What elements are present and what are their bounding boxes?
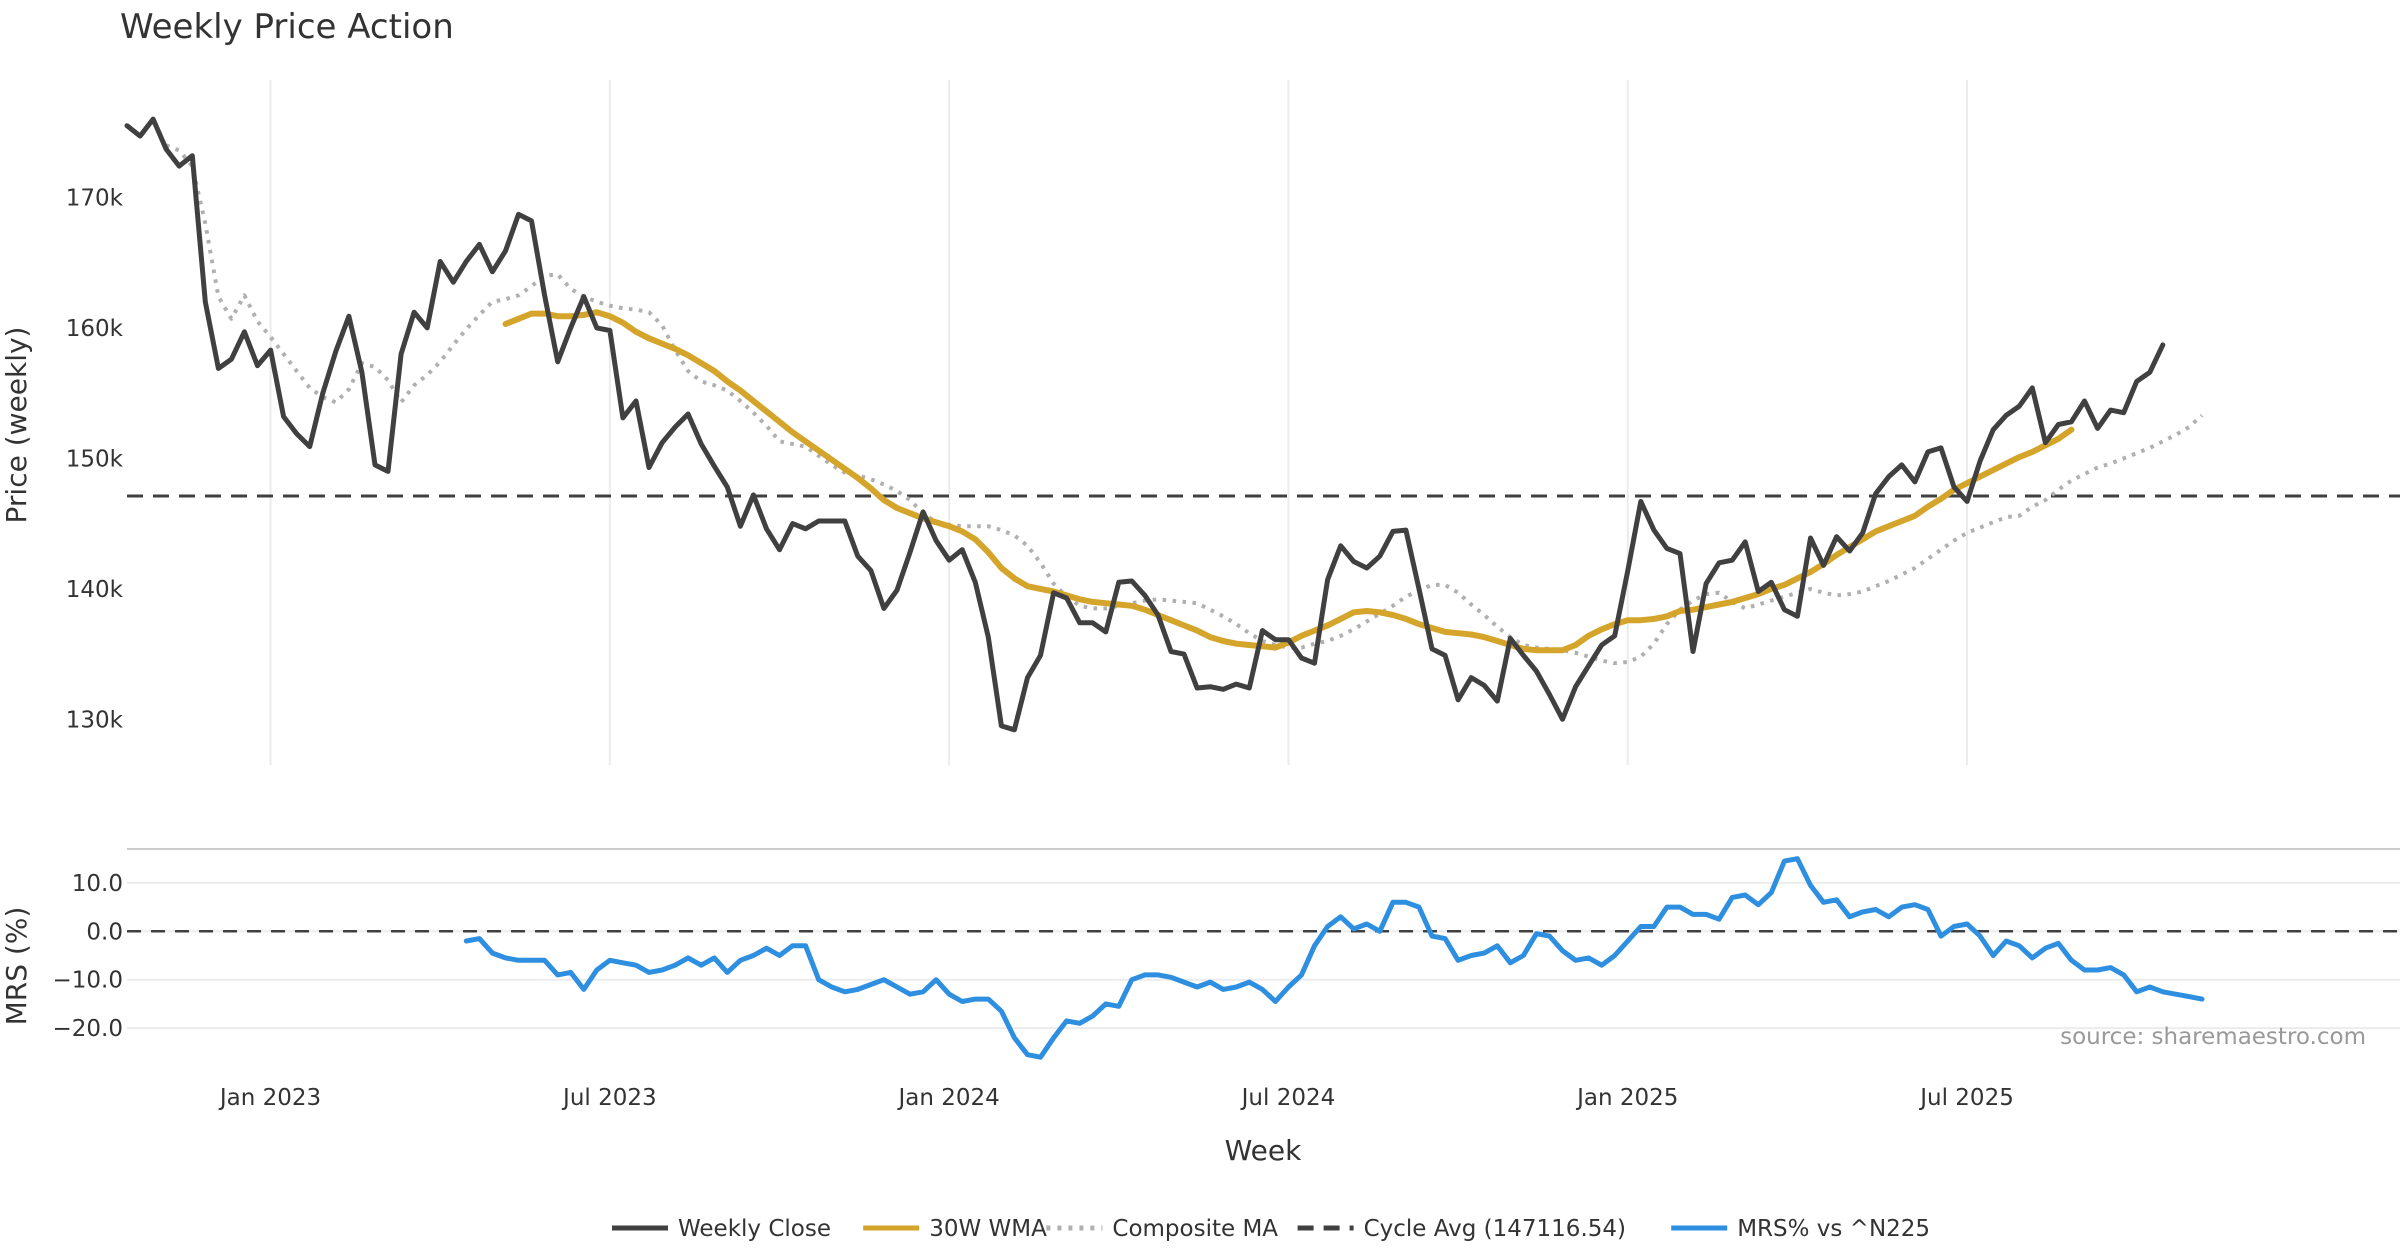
gridlines (127, 80, 2400, 1030)
series-mrs (463, 856, 2205, 1060)
x-tick-label: Jul 2025 (1918, 1085, 2014, 1111)
price-tick-label: 130k (66, 707, 124, 733)
x-tick-label: Jul 2023 (561, 1085, 657, 1111)
series-group (124, 116, 2205, 1060)
x-axis-label: Week (1225, 1134, 1302, 1167)
mrs-tick-label: −20.0 (53, 1016, 123, 1042)
price-tick-label: 150k (66, 446, 124, 472)
series-weekly-close (124, 116, 2166, 733)
legend-label: Weekly Close (678, 1216, 831, 1242)
legend-label: 30W WMA (929, 1216, 1047, 1242)
series-composite-ma (165, 143, 2204, 666)
price-tick-label: 140k (66, 577, 124, 603)
price-tick-label: 170k (66, 185, 124, 211)
reference-lines (127, 494, 2400, 933)
legend-label: MRS% vs ^N225 (1737, 1216, 1930, 1242)
mrs-tick-label: −10.0 (53, 968, 123, 994)
legend: Weekly Close 30W WMA Composite MA Cycle Avg… (612, 1216, 1930, 1242)
x-tick-label: Jan 2025 (1575, 1085, 1678, 1111)
x-tick-label: Jan 2024 (896, 1085, 999, 1111)
source-note: source: sharemaestro.com (2060, 1024, 2366, 1050)
chart-title: Weekly Price Action (120, 7, 454, 47)
price-tick-label: 160k (66, 316, 124, 342)
x-tick-label: Jul 2024 (1240, 1085, 1336, 1111)
legend-label: Cycle Avg (147116.54) (1364, 1216, 1626, 1242)
x-tick-label: Jan 2023 (218, 1085, 321, 1111)
mrs-axis-label: MRS (%) (0, 907, 33, 1026)
mrs-tick-label: 10.0 (72, 871, 123, 897)
legend-label: Composite MA (1112, 1216, 1278, 1242)
axis-ticks: 130k 140k 150k 160k 170k −20.0 −10.0 0.0 10.0 Jan… (53, 185, 2014, 1111)
price-axis-label: Price (weekly) (0, 327, 33, 524)
mrs-tick-label: 0.0 (86, 919, 123, 945)
